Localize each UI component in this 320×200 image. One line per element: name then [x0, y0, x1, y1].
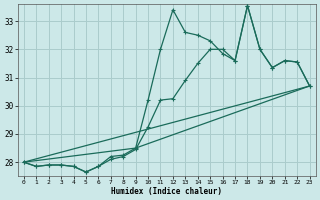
X-axis label: Humidex (Indice chaleur): Humidex (Indice chaleur)	[111, 187, 222, 196]
